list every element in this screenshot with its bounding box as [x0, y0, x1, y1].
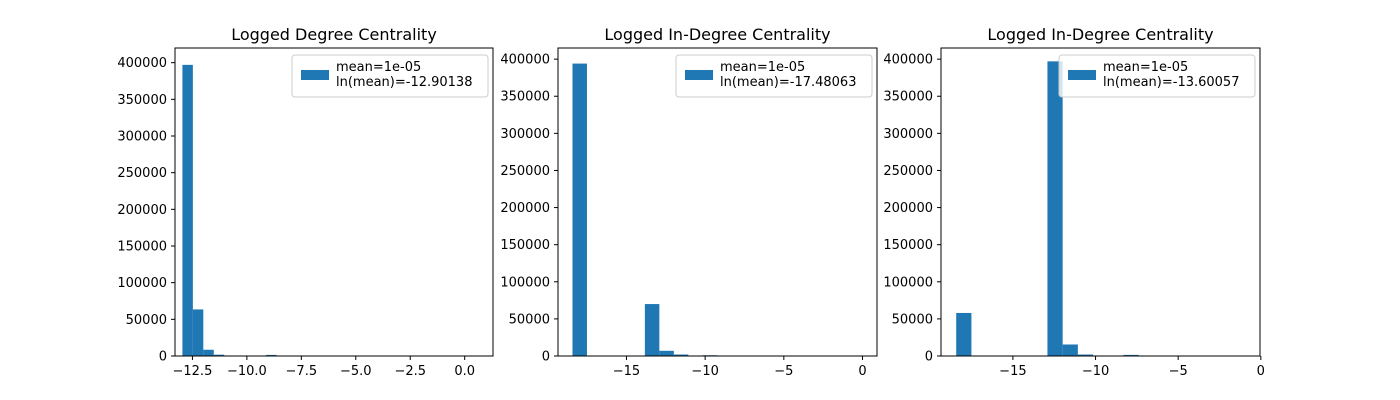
y-tick-label: 100000: [117, 276, 167, 291]
histogram-bar: [673, 354, 689, 356]
y-tick-label: 400000: [883, 53, 933, 68]
legend-swatch: [1068, 70, 1096, 80]
legend-label: ln(mean)=-17.48063: [720, 75, 856, 90]
y-tick-label: 400000: [117, 56, 167, 71]
x-tick-label: −15: [999, 364, 1026, 379]
legend-label: ln(mean)=-12.90138: [336, 75, 472, 90]
y-tick-label: 200000: [883, 201, 933, 216]
subplot-1: Logged Degree Centrality −12.5 −10.0 −7.5 −5…: [117, 25, 494, 379]
axes-frame: [174, 47, 494, 357]
y-tick-label: 150000: [883, 238, 933, 253]
legend-label: mean=1e-05: [336, 60, 421, 75]
y-tick-label: 400000: [500, 53, 550, 68]
histogram-bar: [266, 354, 277, 356]
y-tick-label: 0: [925, 350, 933, 365]
subplot-2: Logged In-Degree Centrality −15 −10 −5 0 0 500…: [500, 25, 878, 379]
histogram-bar: [182, 64, 193, 356]
histogram-bar: [572, 63, 587, 356]
axes-frame: [557, 47, 878, 357]
chart-title: Logged Degree Centrality: [231, 25, 437, 44]
y-tick-label: 150000: [117, 240, 167, 255]
x-tick-label: 0: [858, 364, 866, 379]
histogram-bar: [644, 304, 660, 356]
legend-box: [1058, 54, 1256, 98]
legend-label: mean=1e-05: [720, 60, 805, 75]
y-tick-label: 50000: [126, 313, 167, 328]
y-tick-label: 0: [542, 350, 550, 365]
y-tick-label: 250000: [117, 166, 167, 181]
histogram-bar: [203, 349, 214, 356]
histogram-bar: [659, 350, 674, 356]
y-tick-label: 200000: [117, 203, 167, 218]
x-tick-label: −10: [1082, 364, 1109, 379]
histogram-bar: [1062, 344, 1078, 356]
histogram-bar: [213, 354, 225, 356]
y-tick-label: 300000: [117, 130, 167, 145]
y-tick-label: 250000: [883, 164, 933, 179]
y-tick-label: 250000: [500, 164, 550, 179]
x-tick-label: −10: [691, 364, 718, 379]
legend-swatch: [685, 70, 713, 80]
chart-title: Logged In-Degree Centrality: [604, 25, 830, 44]
y-tick-label: 350000: [117, 93, 167, 108]
x-tick-label: −7.5: [286, 364, 318, 379]
legend-box: [291, 54, 489, 98]
histogram-bar: [1077, 354, 1094, 356]
x-tick-label: −5.0: [340, 364, 372, 379]
y-tick-label: 300000: [500, 127, 550, 142]
x-tick-label: −5: [774, 364, 793, 379]
histogram-bar: [192, 309, 204, 356]
x-tick-label: 0: [1257, 364, 1265, 379]
y-tick-label: 50000: [509, 312, 550, 327]
x-tick-label: −2.5: [394, 364, 426, 379]
y-tick-label: 100000: [883, 275, 933, 290]
y-tick-label: 350000: [883, 90, 933, 105]
legend-swatch: [301, 70, 329, 80]
x-tick-label: −10.0: [227, 364, 267, 379]
x-tick-label: −5: [1169, 364, 1188, 379]
y-tick-label: 350000: [500, 90, 550, 105]
y-tick-label: 200000: [500, 201, 550, 216]
histogram-bar: [1123, 354, 1139, 356]
x-tick-label: −12.5: [173, 364, 213, 379]
y-tick-label: 150000: [500, 238, 550, 253]
histogram-bar: [956, 312, 972, 356]
legend-label: mean=1e-05: [1103, 60, 1188, 75]
x-tick-label: 0.0: [454, 364, 475, 379]
axes-frame: [940, 47, 1261, 357]
chart-title: Logged In-Degree Centrality: [987, 25, 1213, 44]
histogram-bar: [1047, 61, 1063, 356]
subplot-3: Logged In-Degree Centrality −15 −10 −5 0 0 500…: [883, 25, 1265, 379]
y-tick-label: 0: [159, 350, 167, 365]
y-tick-label: 50000: [892, 312, 933, 327]
legend-label: ln(mean)=-13.60057: [1103, 75, 1239, 90]
legend-box: [675, 54, 873, 98]
x-tick-label: −15: [613, 364, 640, 379]
y-tick-label: 100000: [500, 275, 550, 290]
y-tick-label: 300000: [883, 127, 933, 142]
